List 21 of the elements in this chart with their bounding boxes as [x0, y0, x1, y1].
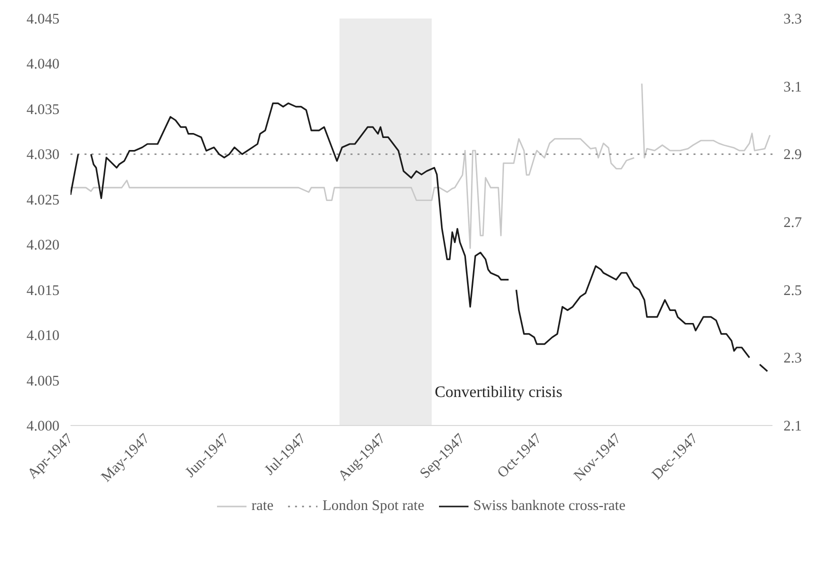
legend-label: Swiss banknote cross-rate	[473, 498, 626, 514]
y2-tick-label: 2.3	[784, 350, 802, 367]
y2-tick-label: 2.9	[784, 147, 802, 164]
y2-tick-label: 2.7	[784, 215, 802, 231]
y2-tick-label: 3.1	[784, 79, 802, 96]
y-tick-label: 4.000	[26, 418, 60, 434]
legend-label: London Spot rate	[322, 498, 424, 514]
y2-tick-label: 3.3	[784, 12, 802, 28]
y-tick-label: 4.010	[26, 328, 60, 344]
band-label: Convertibility crisis	[434, 384, 562, 402]
y-tick-label: 4.045	[26, 12, 60, 28]
y-tick-label: 4.015	[26, 282, 60, 299]
legend-label: rate	[252, 498, 274, 514]
y2-tick-label: 2.5	[784, 282, 802, 299]
y-tick-label: 4.025	[26, 192, 60, 208]
y-tick-label: 4.035	[26, 102, 60, 118]
y-tick-label: 4.030	[26, 147, 60, 164]
y-tick-label: 4.005	[26, 373, 60, 390]
y-tick-label: 4.040	[26, 56, 60, 73]
y2-tick-label: 2.1	[784, 418, 802, 434]
y-tick-label: 4.020	[26, 238, 60, 254]
